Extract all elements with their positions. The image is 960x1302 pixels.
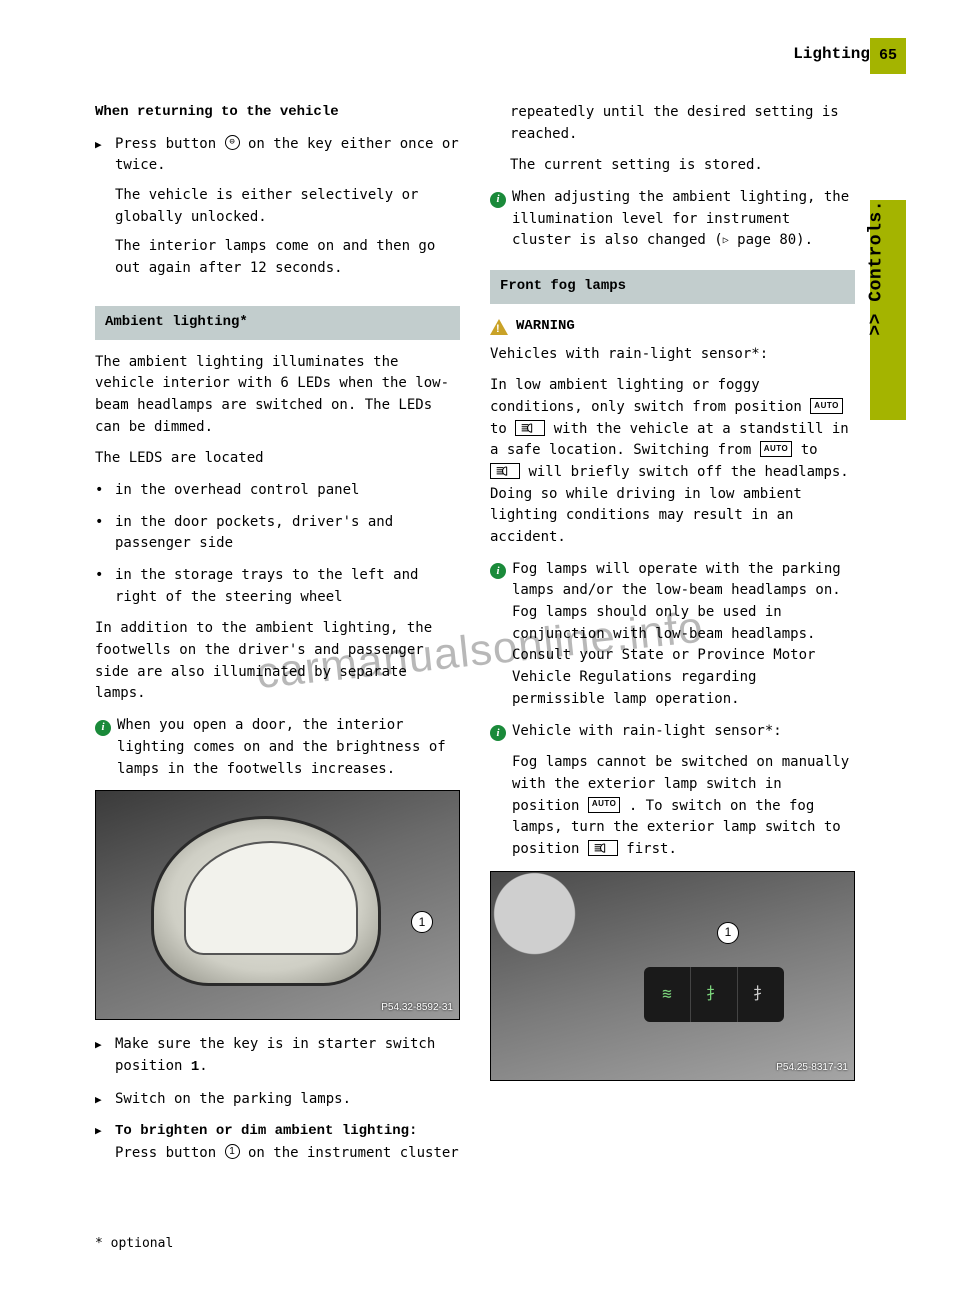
info-text: When you open a door, the interior light… xyxy=(117,715,460,780)
callout-1: 1 xyxy=(717,922,739,944)
headlamp-symbol xyxy=(588,840,618,856)
headlamp-symbol xyxy=(515,420,545,436)
subhead-returning: When returning to the vehicle xyxy=(95,102,460,124)
paragraph: In low ambient lighting or foggy conditi… xyxy=(490,375,855,549)
page: Lighting 65 >> Controls. When returning … xyxy=(0,0,960,1302)
section-ambient-lighting: Ambient lighting* xyxy=(95,306,460,340)
step-text: The vehicle is either selectively or glo… xyxy=(115,185,460,228)
bullet-text: in the door pockets, driver's and passen… xyxy=(115,512,460,555)
figure-fog-lamp-switch: ≋ 扌 扌 1 P54.25-8317-31 xyxy=(490,871,855,1081)
bullet-text: in the storage trays to the left and rig… xyxy=(115,565,460,608)
info-icon: i xyxy=(490,563,506,579)
gauge-illustration xyxy=(151,816,381,986)
info-text: When adjusting the ambient lighting, the… xyxy=(512,187,855,252)
paragraph: In addition to the ambient lighting, the… xyxy=(95,618,460,705)
info-note: i When adjusting the ambient lighting, t… xyxy=(490,187,855,252)
content-columns: When returning to the vehicle ▶ Press bu… xyxy=(95,102,900,1175)
section-front-fog-lamps: Front fog lamps xyxy=(490,270,855,304)
warning-heading: WARNING xyxy=(490,316,855,338)
step-text: The interior lamps come on and then go o… xyxy=(115,236,460,279)
step-text: Make sure the key is in starter switch p… xyxy=(115,1034,460,1078)
continuation-block: repeatedly until the desired setting is … xyxy=(490,102,855,177)
bullet-icon xyxy=(95,565,115,608)
auto-symbol: AUTO xyxy=(760,441,793,457)
right-column: repeatedly until the desired setting is … xyxy=(490,102,855,1175)
headlamp-symbol xyxy=(490,463,520,479)
left-column: When returning to the vehicle ▶ Press bu… xyxy=(95,102,460,1175)
info-note: i When you open a door, the interior lig… xyxy=(95,715,460,780)
warning-label: WARNING xyxy=(516,316,575,338)
fog-lamp-buttons: ≋ 扌 扌 xyxy=(644,967,784,1022)
header: Lighting 65 xyxy=(0,42,960,70)
step-marker-icon: ▶ xyxy=(95,1089,115,1111)
info-text: Fog lamps will operate with the parking … xyxy=(512,559,855,711)
step-brighten-dim: ▶ To brighten or dim ambient lighting: P… xyxy=(95,1120,460,1164)
auto-symbol: AUTO xyxy=(588,797,621,813)
callout-1: 1 xyxy=(411,911,433,933)
warning-icon xyxy=(490,319,508,335)
info-note: i Fog lamps will operate with the parkin… xyxy=(490,559,855,711)
auto-symbol: AUTO xyxy=(810,398,843,414)
step-marker-icon: ▶ xyxy=(95,1120,115,1164)
list-item: in the overhead control panel xyxy=(95,480,460,502)
footnote-optional: * optional xyxy=(95,1234,173,1254)
triangle-ref-icon: ▷ xyxy=(723,235,729,246)
seat-heat-icon: ≋ xyxy=(644,967,691,1022)
step-parking-lamps: ▶ Switch on the parking lamps. xyxy=(95,1089,460,1111)
step-text: Switch on the parking lamps. xyxy=(115,1089,460,1111)
info-text: Vehicle with rain-light sensor*: Fog lam… xyxy=(512,721,855,861)
info-icon: i xyxy=(490,725,506,741)
paragraph: Vehicles with rain-light sensor*: xyxy=(490,344,855,366)
step-marker-icon: ▶ xyxy=(95,1034,115,1078)
info-icon: i xyxy=(95,720,111,736)
bullet-text: in the overhead control panel xyxy=(115,480,460,502)
step-text: Press button ⊖ on the key either once or… xyxy=(115,134,460,177)
page-number: 65 xyxy=(870,38,906,74)
paragraph: The current setting is stored. xyxy=(510,155,855,177)
bullet-icon xyxy=(95,480,115,502)
figure-code: P54.32-8592-31 xyxy=(381,1000,453,1016)
front-fog-icon: 扌 xyxy=(691,967,738,1022)
info-note: i Vehicle with rain-light sensor*: Fog l… xyxy=(490,721,855,861)
list-item: in the storage trays to the left and rig… xyxy=(95,565,460,608)
rear-fog-icon: 扌 xyxy=(738,967,784,1022)
unlock-key-icon: ⊖ xyxy=(225,135,240,150)
figure-instrument-cluster: 1 P54.32-8592-31 xyxy=(95,790,460,1020)
list-item: in the door pockets, driver's and passen… xyxy=(95,512,460,555)
step-text: To brighten or dim ambient lighting: Pre… xyxy=(115,1120,460,1164)
header-section-title: Lighting xyxy=(793,42,870,67)
paragraph: The ambient lighting illuminates the veh… xyxy=(95,352,460,439)
paragraph: The LEDS are located xyxy=(95,448,460,470)
side-tab-label: >> Controls. xyxy=(864,200,892,336)
step-marker-icon: ▶ xyxy=(95,134,115,288)
step-starter-position: ▶ Make sure the key is in starter switch… xyxy=(95,1034,460,1078)
paragraph: repeatedly until the desired setting is … xyxy=(510,102,855,145)
bullet-icon xyxy=(95,512,115,555)
info-icon: i xyxy=(490,192,506,208)
figure-code: P54.25-8317-31 xyxy=(776,1060,848,1076)
step-press-key: ▶ Press button ⊖ on the key either once … xyxy=(95,134,460,288)
callout-ref-1: 1 xyxy=(225,1144,240,1159)
